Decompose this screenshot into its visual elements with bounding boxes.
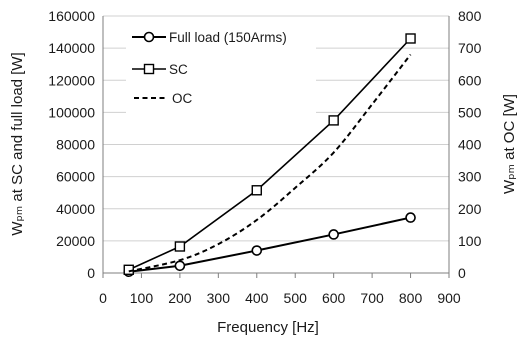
x-tick-label: 200 — [168, 290, 192, 306]
x-tick-label: 300 — [207, 290, 231, 306]
legend: Full load (150Arms) SC OC — [126, 21, 316, 115]
y-left-tick-label: 100000 — [48, 104, 95, 120]
series-line-0 — [128, 216, 411, 273]
y-right-tick-label: 800 — [458, 8, 482, 24]
y-right-tick-label: 300 — [458, 169, 482, 185]
legend-marker-square — [143, 63, 155, 75]
y-left-tick-label: 40000 — [56, 201, 95, 217]
data-point-full-load — [174, 260, 186, 272]
x-tick-labels: 0 100 200 300 400 500 600 700 800 900 — [99, 290, 461, 306]
legend-label-oc: OC — [172, 91, 193, 106]
y-left-tick-label: 0 — [87, 265, 95, 281]
data-point-sc — [174, 241, 186, 252]
legend-marker-circle — [143, 31, 155, 43]
y-left-tick-label: 80000 — [56, 137, 95, 153]
x-tick-label: 700 — [360, 290, 384, 306]
axes — [102, 16, 450, 278]
y-right-axis-title: Wₚₘ at OC [W] — [501, 94, 518, 194]
series-line-2 — [128, 53, 412, 273]
legend-label-sc: SC — [169, 62, 188, 77]
legend-entry-full-load: Full load (150Arms) — [132, 30, 287, 45]
data-point-sc — [405, 33, 416, 44]
series-layer — [123, 33, 416, 278]
x-tick-label: 500 — [284, 290, 308, 306]
x-tick-label: 600 — [322, 290, 346, 306]
y-left-axis-title: Wₚₘ at SC and full load [W] — [9, 52, 26, 235]
data-point-sc — [251, 185, 262, 196]
y-right-tick-labels: 0 100 200 300 400 500 600 700 800 — [458, 8, 482, 281]
x-tick-label: 400 — [245, 290, 269, 306]
y-left-tick-label: 60000 — [56, 169, 95, 185]
x-tick-label: 100 — [130, 290, 154, 306]
data-point-full-load — [251, 245, 263, 256]
x-tick-label: 0 — [99, 290, 107, 306]
data-point-full-load — [405, 212, 416, 223]
y-right-tick-label: 200 — [458, 201, 482, 217]
y-right-tick-label: 700 — [458, 40, 482, 56]
data-point-sc — [328, 115, 339, 126]
y-right-tick-label: 600 — [458, 72, 482, 88]
y-right-tick-label: 500 — [458, 104, 482, 120]
data-point-full-load — [328, 229, 339, 240]
x-axis-title: Frequency [Hz] — [217, 319, 319, 336]
y-left-tick-label: 160000 — [48, 8, 95, 24]
legend-entry-sc: SC — [132, 62, 188, 77]
x-tick-label: 900 — [437, 290, 461, 306]
y-right-tick-label: 100 — [458, 233, 482, 249]
y-left-tick-label: 120000 — [48, 72, 95, 88]
y-right-tick-label: 400 — [458, 137, 482, 153]
y-left-tick-labels: 0 20000 40000 60000 80000 100000 120000 140000 1… — [48, 8, 95, 281]
x-tick-label: 800 — [399, 290, 423, 306]
y-right-tick-label: 0 — [458, 265, 466, 281]
legend-label-full-load: Full load (150Arms) — [169, 30, 287, 45]
y-left-tick-label: 20000 — [56, 233, 95, 249]
legend-entry-oc: OC — [134, 91, 193, 106]
y-left-tick-label: 140000 — [48, 40, 95, 56]
